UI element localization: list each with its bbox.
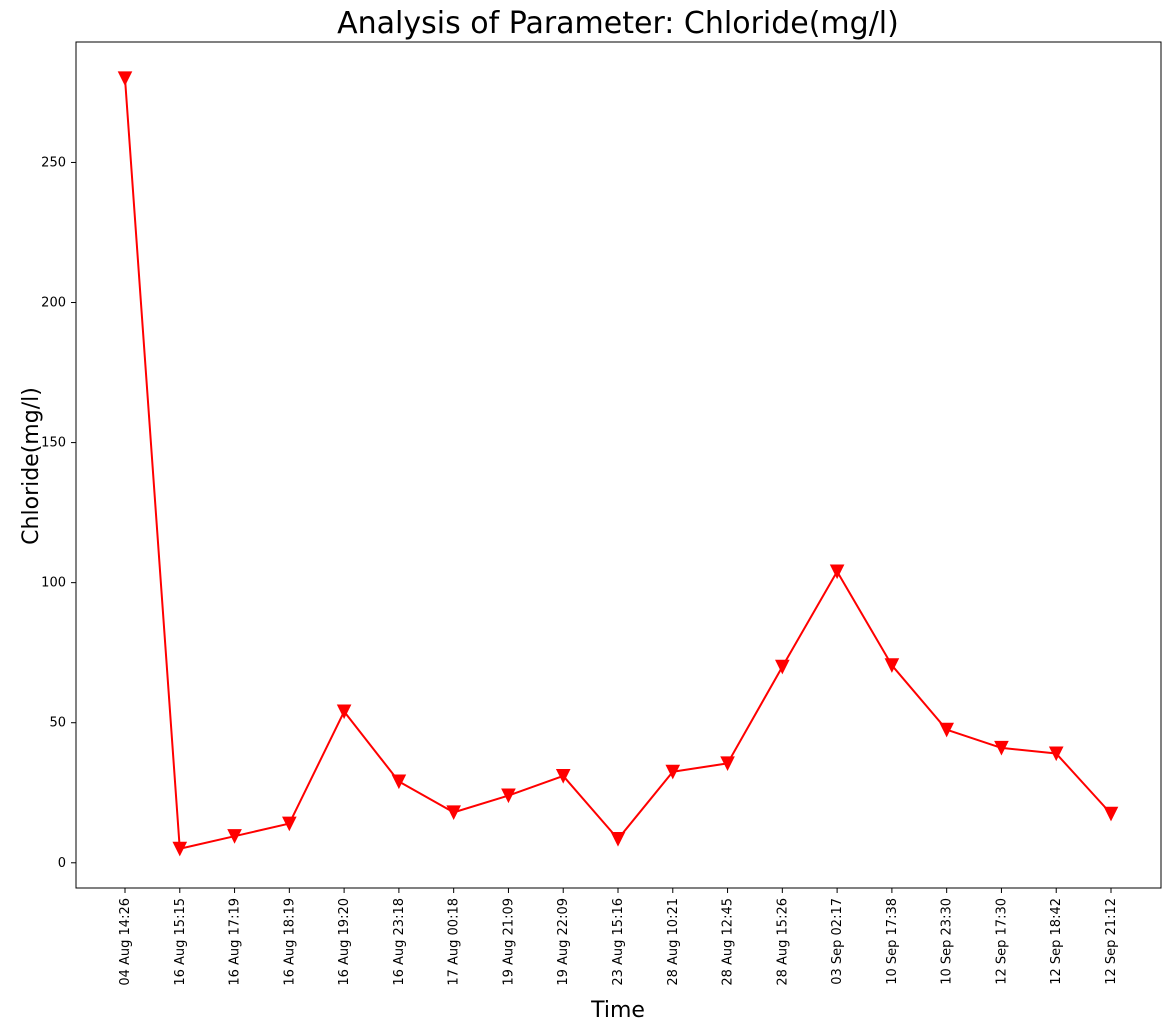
y-tick-label: 0	[58, 856, 66, 871]
y-tick-label: 250	[41, 155, 66, 170]
data-point-marker	[829, 564, 845, 580]
y-tick-label: 100	[41, 576, 66, 591]
x-tick-label: 04 Aug 14:26	[118, 898, 133, 986]
y-axis-label: Chloride(mg/l)	[19, 387, 44, 545]
x-tick-label: 28 Aug 10:21	[666, 898, 681, 986]
x-tick-label: 16 Aug 23:18	[392, 898, 407, 986]
x-tick-label: 12 Sep 21:12	[1104, 898, 1119, 985]
data-point-marker	[665, 764, 681, 780]
data-point-marker	[501, 788, 516, 804]
y-tick-label: 200	[41, 296, 66, 311]
chart-title: Analysis of Parameter: Chloride(mg/l)	[337, 6, 899, 41]
y-tick-label: 150	[41, 436, 66, 451]
y-tick-label: 50	[49, 716, 66, 731]
data-point-marker	[994, 740, 1009, 756]
data-point-marker	[227, 829, 242, 844]
x-tick-label: 16 Aug 18:19	[282, 898, 297, 986]
x-axis: 04 Aug 14:26 16 Aug 15:15 16 Aug 17:19 16 A…	[118, 888, 1119, 986]
data-point-marker	[117, 71, 133, 87]
data-point-marker	[336, 704, 352, 720]
x-tick-label: 19 Aug 22:09	[556, 898, 571, 986]
x-tick-label: 10 Sep 23:30	[940, 898, 955, 985]
x-tick-label: 16 Aug 15:15	[173, 898, 188, 986]
x-tick-label: 23 Aug 15:16	[611, 898, 626, 986]
plot-frame	[75, 41, 1162, 889]
data-point-marker	[939, 722, 954, 738]
data-point-marker	[1048, 746, 1064, 762]
x-tick-label: 10 Sep 17:38	[885, 898, 900, 985]
x-tick-label: 28 Aug 15:26	[775, 898, 790, 986]
x-tick-label: 16 Aug 19:20	[337, 898, 352, 986]
x-tick-label: 28 Aug 12:45	[721, 898, 736, 986]
chloride-series-line	[124, 78, 1112, 850]
x-tick-label: 12 Sep 18:42	[1049, 898, 1064, 985]
x-tick-label: 17 Aug 00:18	[447, 898, 462, 986]
y-axis: 0 50 100 150 200 250	[41, 155, 76, 871]
data-point-marker	[610, 831, 626, 847]
series-layer	[117, 71, 1119, 857]
data-point-marker	[720, 756, 735, 771]
data-point-marker	[446, 805, 461, 820]
data-point-marker	[775, 659, 790, 675]
x-tick-label: 19 Aug 21:09	[501, 898, 516, 986]
x-axis-label: Time	[590, 998, 645, 1023]
data-point-marker	[555, 768, 571, 784]
x-tick-label: 16 Aug 17:19	[228, 898, 243, 986]
x-tick-label: 03 Sep 02:17	[830, 898, 845, 985]
data-point-marker	[884, 658, 900, 673]
data-point-marker	[172, 841, 188, 857]
data-point-marker	[391, 774, 407, 790]
data-point-marker	[1103, 806, 1119, 822]
data-point-marker	[282, 816, 297, 832]
x-tick-label: 12 Sep 17:30	[994, 898, 1009, 985]
